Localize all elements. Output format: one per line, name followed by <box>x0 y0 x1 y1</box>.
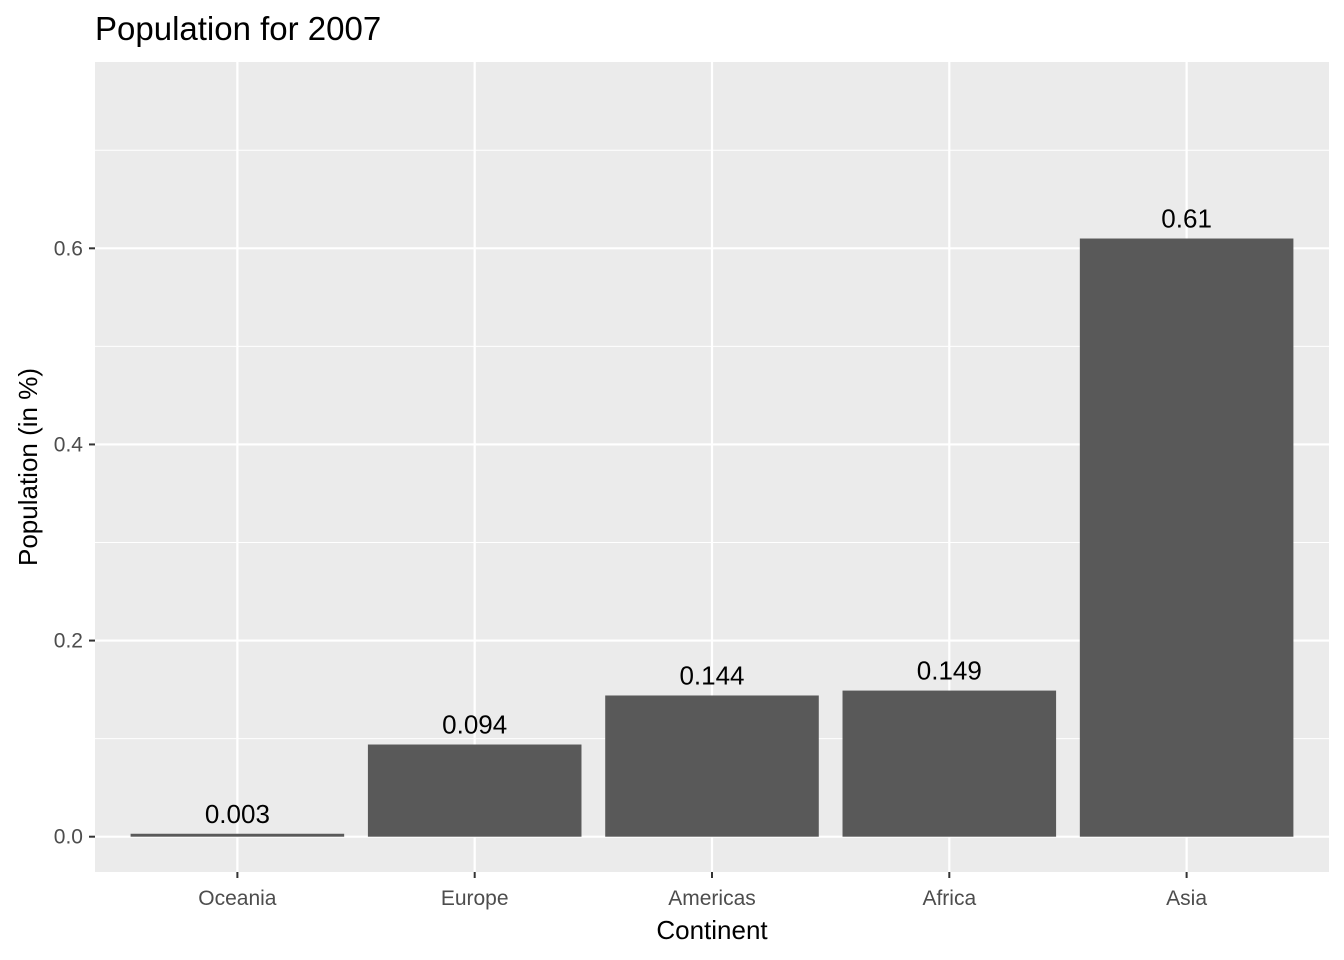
y-axis-title: Population (in %) <box>13 368 43 566</box>
data-label: 0.003 <box>205 799 270 829</box>
bar-europe <box>367 744 582 837</box>
x-tick-label: Oceania <box>198 887 277 910</box>
bars <box>130 238 1294 837</box>
x-tick-label: Americas <box>668 887 756 910</box>
x-axis-title: Continent <box>656 915 768 945</box>
y-tick-label: 0.0 <box>54 826 83 849</box>
x-tick-label: Africa <box>922 887 976 910</box>
y-tick-label: 0.4 <box>54 433 84 456</box>
y-tick-label: 0.2 <box>54 630 83 653</box>
data-labels: 0.003 0.094 0.144 0.149 0.61 <box>205 204 1212 829</box>
data-label: 0.149 <box>917 656 982 686</box>
x-tick-label: Asia <box>1166 887 1207 910</box>
y-tick-label: 0.6 <box>54 237 83 260</box>
data-label: 0.094 <box>442 710 507 740</box>
y-axis: 0.0 0.2 0.4 0.6 <box>54 237 95 849</box>
x-axis: Oceania Europe Americas Africa Asia <box>198 872 1207 910</box>
x-tick-label: Europe <box>441 887 509 910</box>
bar-oceania <box>130 833 345 837</box>
data-label: 0.144 <box>679 660 744 690</box>
bar-americas <box>605 695 819 837</box>
bar-asia <box>1079 238 1294 837</box>
bar-africa <box>842 690 1057 837</box>
data-label: 0.61 <box>1161 204 1212 234</box>
chart-title: Population for 2007 <box>95 10 381 47</box>
